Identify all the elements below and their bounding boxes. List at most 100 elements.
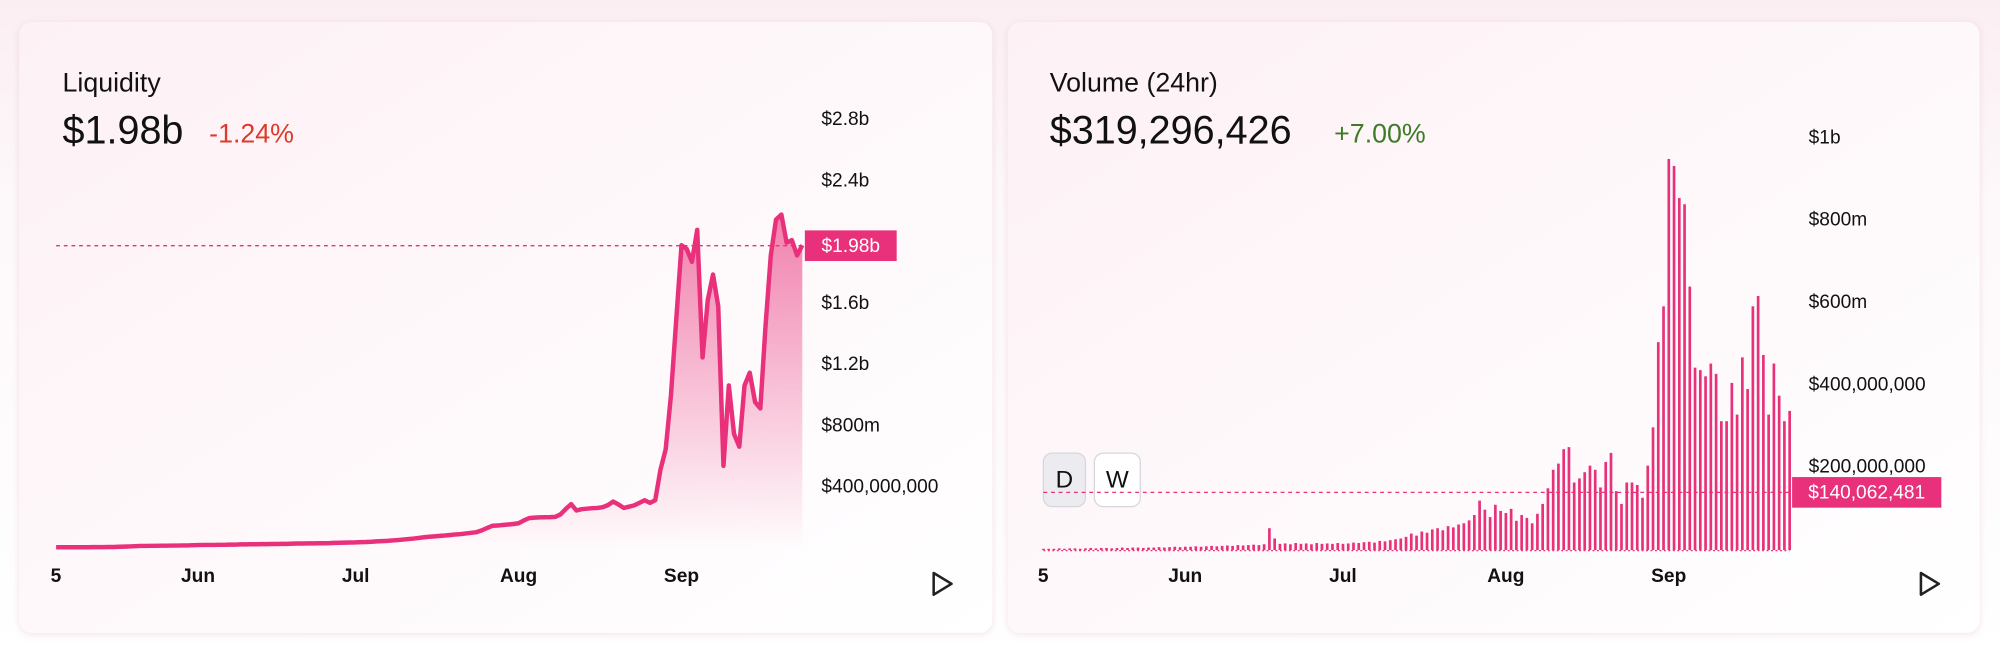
bar bbox=[1578, 478, 1581, 551]
bar bbox=[1504, 512, 1508, 551]
bar bbox=[1346, 543, 1350, 551]
bar bbox=[1409, 533, 1413, 551]
bar bbox=[1656, 342, 1660, 551]
bar bbox=[1173, 546, 1177, 551]
y-tick-label: $2.8b bbox=[821, 109, 869, 130]
current-label: $140,062,481 bbox=[1808, 483, 1925, 504]
bar bbox=[1462, 523, 1466, 551]
bar bbox=[1183, 546, 1187, 551]
bar bbox=[1735, 414, 1739, 551]
x-tick-label: Sep bbox=[1651, 566, 1686, 587]
bar bbox=[1672, 165, 1676, 551]
bar bbox=[1084, 548, 1087, 551]
bar bbox=[1073, 548, 1077, 551]
bar bbox=[1310, 544, 1313, 551]
bar bbox=[1341, 543, 1345, 551]
bar bbox=[1362, 542, 1366, 551]
button-bg[interactable] bbox=[1042, 452, 1087, 508]
bar bbox=[1714, 373, 1718, 551]
x-tick-label: 5 bbox=[1038, 566, 1049, 587]
bar bbox=[1604, 461, 1608, 551]
bar bbox=[1609, 452, 1613, 551]
bar bbox=[1536, 513, 1539, 551]
bar bbox=[1147, 547, 1150, 551]
bar bbox=[1068, 548, 1072, 551]
y-tick-label: $1b bbox=[1809, 127, 1841, 148]
bar bbox=[1767, 414, 1770, 551]
bar bbox=[1693, 367, 1697, 551]
bar bbox=[1399, 538, 1403, 551]
bar bbox=[1131, 547, 1135, 551]
bar bbox=[1236, 545, 1240, 551]
bar bbox=[1388, 540, 1392, 551]
bar bbox=[1541, 503, 1545, 551]
bar bbox=[1646, 465, 1650, 551]
bar bbox=[1078, 548, 1082, 551]
y-tick-label: $1.6b bbox=[821, 293, 869, 314]
line bbox=[56, 212, 805, 550]
bar bbox=[1320, 543, 1324, 551]
bar bbox=[1572, 482, 1576, 551]
button[interactable]: D bbox=[1042, 452, 1087, 508]
x-tick-label: Aug bbox=[1487, 566, 1524, 587]
bar bbox=[1063, 548, 1066, 551]
bar bbox=[1751, 306, 1755, 551]
bar bbox=[1583, 472, 1587, 551]
play-button[interactable] bbox=[932, 571, 953, 596]
bar bbox=[1467, 520, 1471, 551]
bar bbox=[1210, 545, 1213, 551]
bar bbox=[1625, 482, 1629, 551]
bar bbox=[1336, 543, 1340, 551]
bar bbox=[1457, 524, 1460, 551]
bar bbox=[1136, 547, 1140, 551]
bar bbox=[1199, 546, 1203, 551]
y-tick-label: $400,000,000 bbox=[1809, 374, 1926, 395]
bar bbox=[1394, 539, 1397, 551]
bar bbox=[1509, 508, 1513, 551]
bar bbox=[1546, 488, 1550, 551]
bar bbox=[1436, 528, 1439, 551]
bar bbox=[1110, 548, 1114, 551]
x-tick-label: Aug bbox=[500, 566, 537, 587]
x-tick-label: Sep bbox=[664, 566, 699, 587]
button[interactable]: W bbox=[1093, 452, 1141, 508]
bar bbox=[1283, 543, 1287, 551]
bar bbox=[1635, 484, 1639, 551]
button-label[interactable]: W bbox=[1106, 467, 1129, 494]
bar bbox=[1525, 517, 1529, 551]
bar bbox=[1357, 543, 1361, 551]
bar bbox=[1378, 540, 1382, 551]
bar bbox=[1704, 376, 1707, 551]
bar bbox=[1278, 543, 1282, 551]
y-tick-label: $200,000,000 bbox=[1809, 457, 1926, 478]
current-badge bbox=[1792, 477, 1942, 508]
bar bbox=[1599, 487, 1602, 551]
bar bbox=[1593, 469, 1597, 551]
bar bbox=[1257, 545, 1261, 551]
bar bbox=[1562, 449, 1566, 551]
bar bbox=[1620, 503, 1623, 551]
bar bbox=[1662, 306, 1665, 551]
bar bbox=[1162, 547, 1166, 551]
bar bbox=[1168, 547, 1171, 551]
bar bbox=[1315, 543, 1319, 551]
x-tick-label: 5 bbox=[51, 566, 62, 587]
bar bbox=[1630, 482, 1634, 551]
bar bbox=[1141, 547, 1145, 551]
bar bbox=[1105, 547, 1108, 551]
bar bbox=[1241, 545, 1245, 551]
bar bbox=[1430, 529, 1434, 551]
bar bbox=[1772, 363, 1776, 551]
bar bbox=[1352, 542, 1355, 551]
play-button[interactable] bbox=[1919, 571, 1941, 596]
x-tick-label: Jul bbox=[1329, 566, 1357, 587]
bar bbox=[1294, 543, 1298, 551]
bar bbox=[1089, 547, 1093, 551]
bar bbox=[1557, 463, 1560, 551]
bar bbox=[1052, 548, 1056, 551]
bar bbox=[1383, 541, 1387, 551]
bar bbox=[1099, 547, 1103, 551]
button-bg[interactable] bbox=[1093, 452, 1141, 508]
bar bbox=[1120, 547, 1124, 551]
button-label[interactable]: D bbox=[1056, 467, 1074, 494]
